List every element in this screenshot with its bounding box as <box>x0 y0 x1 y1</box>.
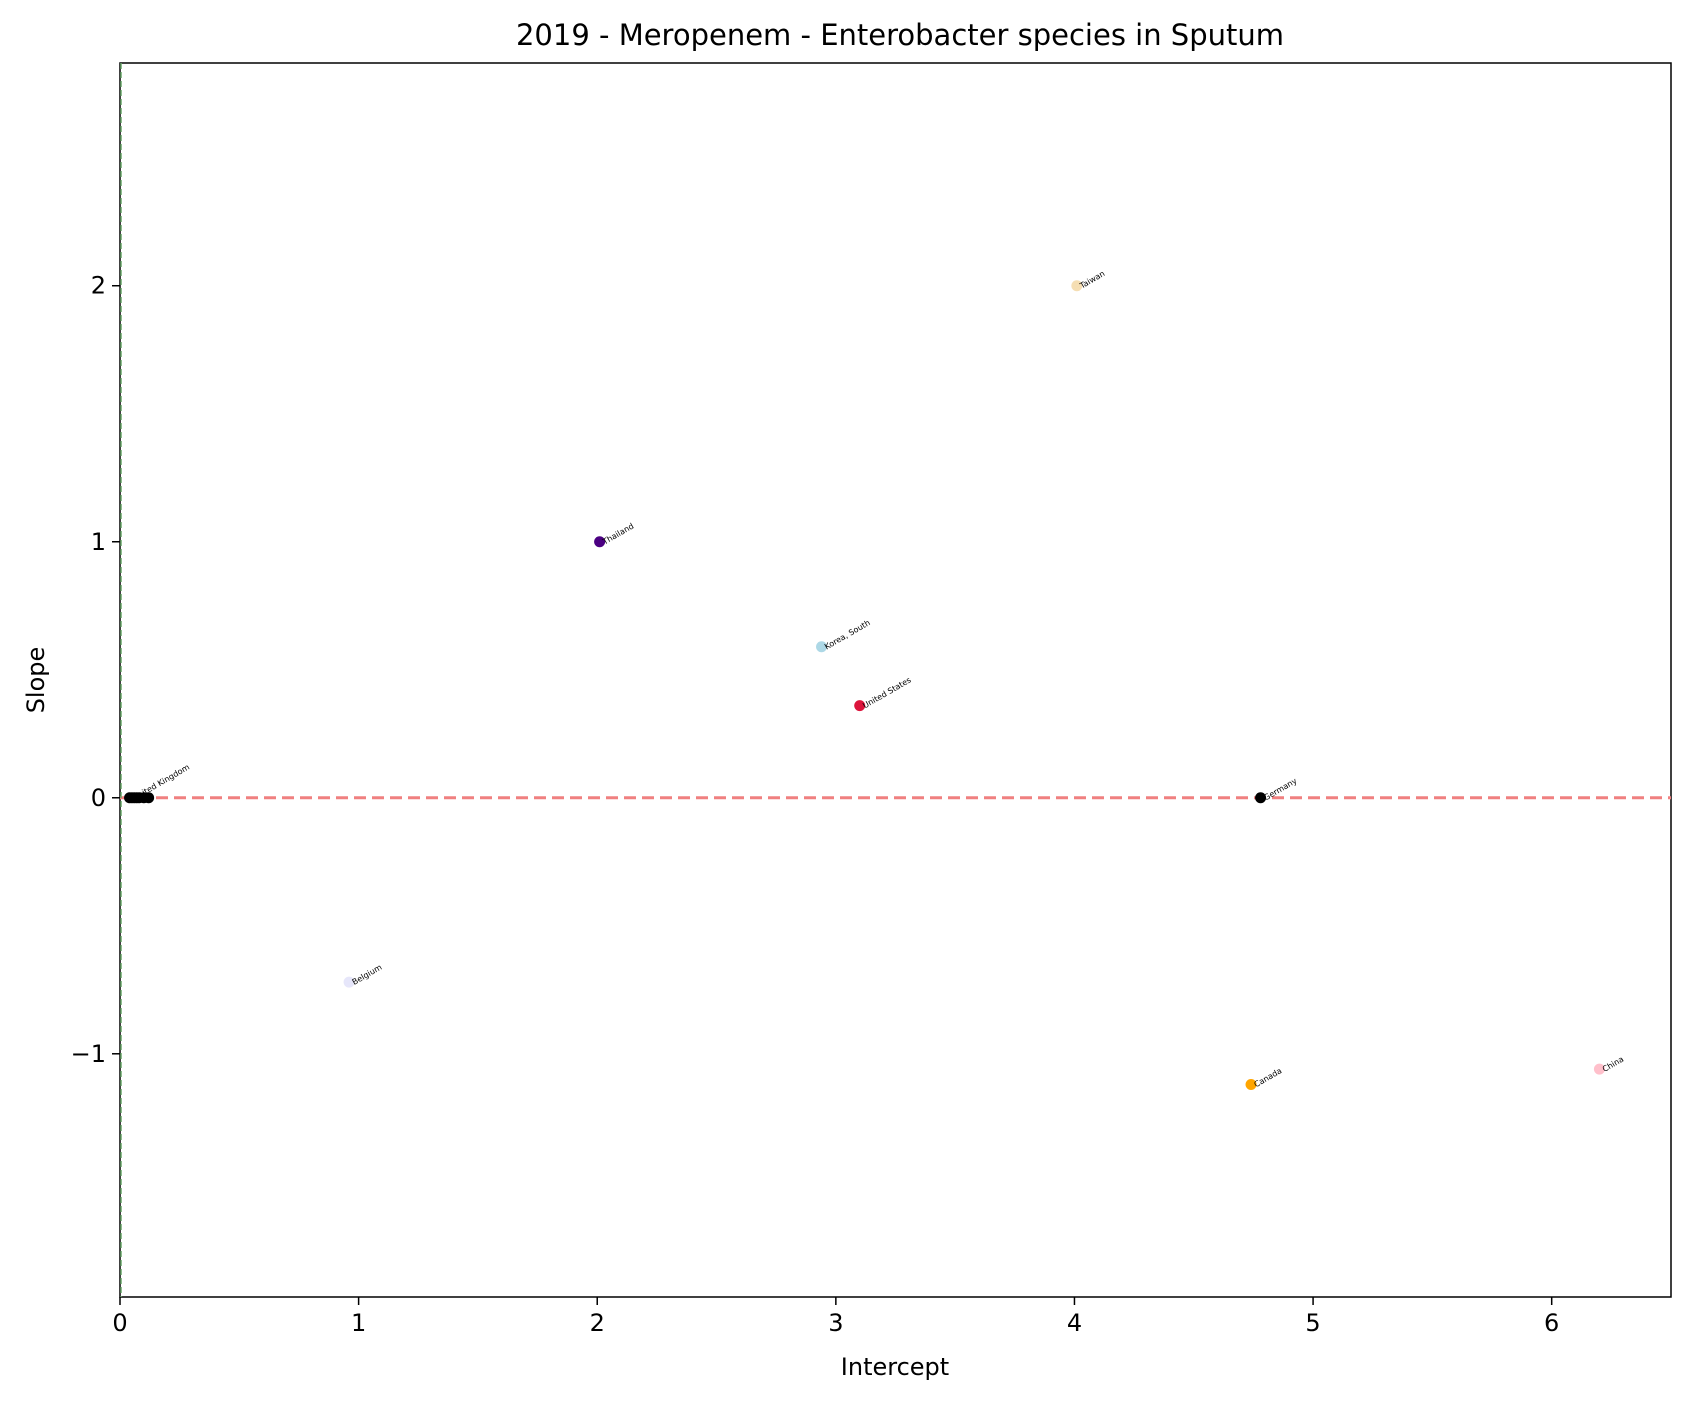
data-points <box>124 280 1605 1091</box>
chart-title: 2019 - Meropenem - Enterobacter species … <box>516 18 1284 52</box>
y-axis-ticks: −1 0 1 2 <box>71 272 120 1068</box>
data-point <box>816 641 828 653</box>
data-point <box>594 536 606 548</box>
x-tick-label: 3 <box>828 1309 843 1337</box>
data-point <box>1071 280 1083 292</box>
x-axis-ticks: 0 1 2 3 4 5 6 <box>112 1297 1559 1337</box>
data-point <box>1245 1079 1257 1091</box>
point-label: Belgium <box>351 963 384 987</box>
y-tick-label: −1 <box>71 1040 106 1068</box>
plot-area <box>119 62 1672 1298</box>
point-label: Canada <box>1253 1066 1284 1089</box>
point-label: United States <box>861 675 912 710</box>
data-point <box>1593 1063 1605 1075</box>
data-point <box>854 700 866 712</box>
x-tick-label: 4 <box>1067 1309 1082 1337</box>
x-tick-label: 6 <box>1544 1309 1559 1337</box>
y-tick-label: 1 <box>91 528 106 556</box>
data-point <box>343 976 355 988</box>
data-point <box>1255 792 1267 804</box>
y-axis-label: Slope <box>22 647 50 714</box>
y-tick-label: 0 <box>91 784 106 812</box>
x-tick-label: 2 <box>590 1309 605 1337</box>
point-label: Thailand <box>600 522 635 547</box>
point-label: Korea, South <box>823 618 872 651</box>
data-point <box>143 792 155 804</box>
x-tick-label: 0 <box>112 1309 127 1337</box>
x-axis-label: Intercept <box>841 1353 949 1381</box>
x-tick-label: 5 <box>1305 1309 1320 1337</box>
point-label: China <box>1601 1055 1625 1074</box>
x-tick-label: 1 <box>351 1309 366 1337</box>
point-label: Taiwan <box>1077 269 1106 291</box>
reference-lines <box>120 63 1671 1297</box>
y-tick-label: 2 <box>91 272 106 300</box>
